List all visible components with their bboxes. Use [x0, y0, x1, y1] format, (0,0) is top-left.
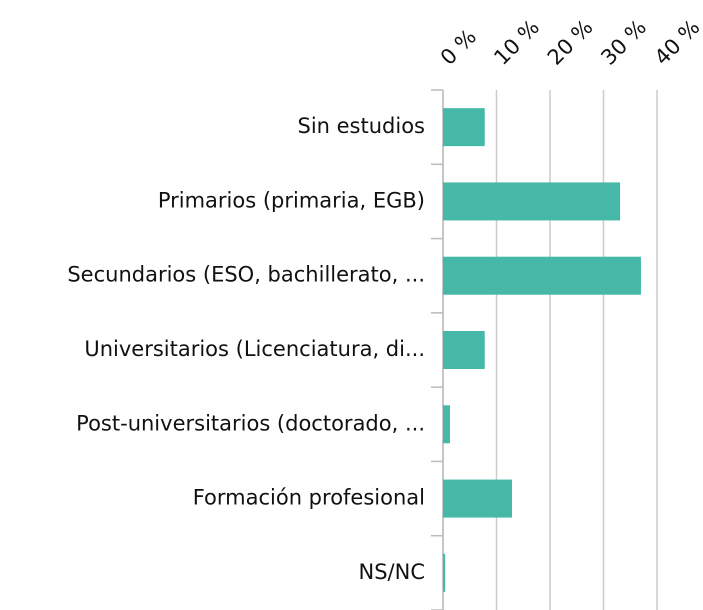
x-tick-label: 30 %	[596, 15, 651, 70]
bar	[443, 405, 450, 444]
bar	[443, 256, 641, 295]
x-tick-label: 0 %	[436, 25, 481, 70]
y-tick-label: Post-universitarios (doctorado, ...	[76, 411, 425, 435]
y-tick-label: Formación profesional	[193, 486, 425, 510]
bar	[443, 182, 621, 221]
x-tick-label: 40 %	[650, 15, 703, 70]
y-tick-label: Primarios (primaria, EGB)	[158, 188, 425, 212]
y-tick-label: Universitarios (Licenciatura, di...	[84, 337, 425, 361]
bar	[443, 108, 485, 147]
bar	[443, 553, 446, 592]
bar	[443, 331, 485, 369]
y-tick-label: Sin estudios	[297, 114, 425, 138]
y-tick-label: Secundarios (ESO, bachillerato, ...	[67, 263, 425, 287]
y-tick-label: NS/NC	[359, 560, 426, 584]
x-tick-label: 10 %	[489, 15, 544, 70]
x-tick-label: 20 %	[543, 15, 598, 70]
bar	[443, 479, 513, 518]
